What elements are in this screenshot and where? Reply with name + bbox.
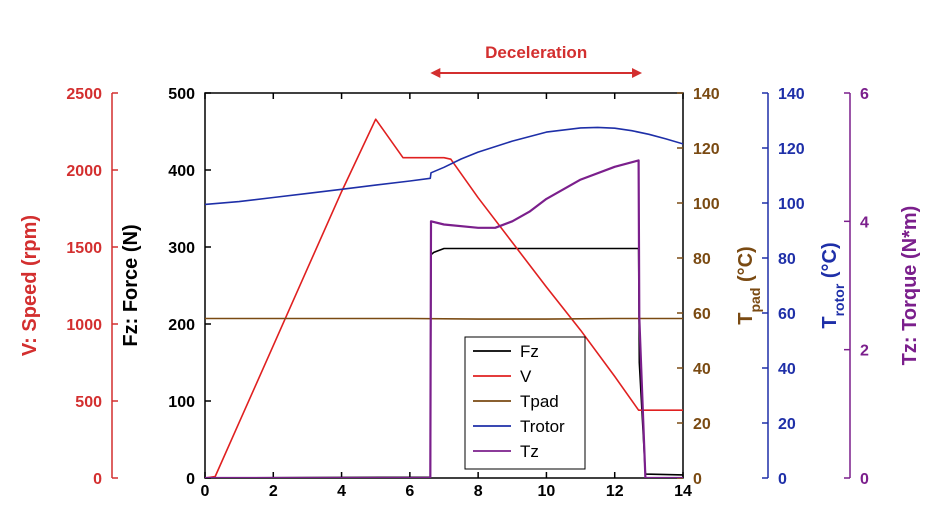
y-tick-label-v: 0 [93,471,102,488]
y-tick-label-v: 2000 [66,163,102,180]
y-tick-label-trotor: 60 [778,306,796,323]
y-tick-label-tpad: 20 [693,416,711,433]
y-tick-label-trotor: 20 [778,416,796,433]
y-tick-label-tz: 0 [860,471,869,488]
annotation-arrow-head-left [430,68,441,78]
y-tick-label-trotor: 40 [778,361,796,378]
y-tick-label-tpad: 80 [693,251,711,268]
axis-title-fz: Fz: Force (N) [120,224,142,346]
plot-frame [204,92,684,479]
y-tick-label-trotor: 0 [778,471,787,488]
y-tick-label-trotor: 100 [778,196,805,213]
y-tick-label-tpad: 140 [693,86,720,103]
y-tick-label-v: 1500 [66,240,102,257]
y-tick-label-tpad: 120 [693,141,720,158]
x-tick-label: 4 [337,483,346,500]
annotation-label: Deceleration [485,43,587,62]
series-line-fz [205,247,683,478]
axis-title-tz: Tz: Torque (N*m) [899,206,921,366]
x-tick-label: 8 [474,483,483,500]
x-tick-label: 14 [674,483,692,500]
x-tick-label: 2 [269,483,278,500]
series-line-tz [205,159,683,478]
legend-label-trotor: Trotor [520,417,565,436]
y-tick-label-v: 1000 [66,317,102,334]
y-tick-label-tz: 2 [860,343,869,360]
y-tick-label-v: 2500 [66,86,102,103]
x-tick-label: 0 [201,483,210,500]
y-tick-label-fz: 500 [168,86,195,103]
y-tick-label-tpad: 60 [693,306,711,323]
series-line-trotor [205,126,683,206]
legend-label-fz: Fz [520,342,539,361]
series-line-tpad [205,317,683,320]
axis-title-tpad: Tpad (°C) [735,246,763,324]
y-tick-label-tpad: 0 [693,471,702,488]
legend-label-v: V [520,367,532,386]
y-tick-label-fz: 300 [168,240,195,257]
y-tick-label-tz: 6 [860,86,869,103]
x-tick-label: 6 [405,483,414,500]
y-tick-label-fz: 100 [168,394,195,411]
axis-title-trotor: Trotor (°C) [819,242,847,328]
y-tick-label-trotor: 80 [778,251,796,268]
legend-box [464,336,586,470]
x-tick-label: 10 [538,483,556,500]
legend-label-tpad: Tpad [520,392,559,411]
series-line-v [205,118,683,478]
x-tick-label: 12 [606,483,624,500]
y-tick-label-tz: 4 [860,214,869,231]
axis-title-v: V: Speed (rpm) [19,215,41,356]
y-tick-label-v: 500 [75,394,102,411]
y-tick-label-fz: 200 [168,317,195,334]
y-tick-label-fz: 0 [186,471,195,488]
y-tick-label-tpad: 40 [693,361,711,378]
y-tick-label-trotor: 140 [778,86,805,103]
y-tick-label-fz: 400 [168,163,195,180]
legend-label-tz: Tz [520,442,539,461]
y-tick-label-tpad: 100 [693,196,720,213]
annotation-arrow-head-right [632,68,643,78]
y-tick-label-trotor: 120 [778,141,805,158]
